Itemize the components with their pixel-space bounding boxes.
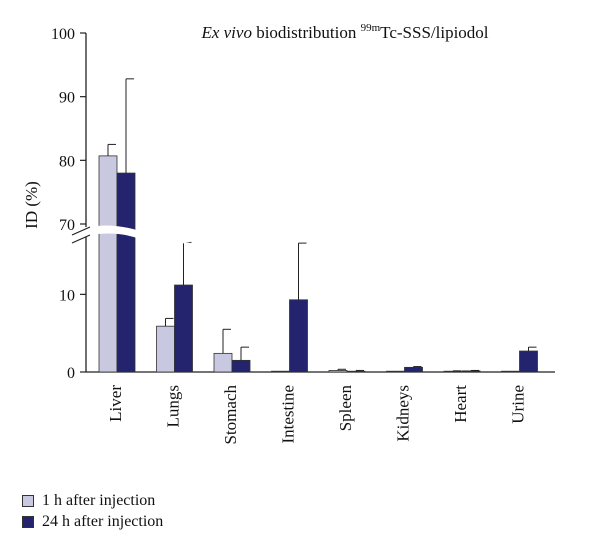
x-tick-label: Kidneys xyxy=(394,385,413,442)
chart: Ex vivo biodistribution 99mTc-SSS/lipiod… xyxy=(22,22,555,445)
x-tick-label: Heart xyxy=(451,385,470,423)
bar xyxy=(213,352,233,373)
bar xyxy=(98,155,118,373)
x-tick-label: Spleen xyxy=(336,385,355,432)
y-tick-label: 10 xyxy=(59,287,75,304)
legend-swatch-24h xyxy=(22,515,34,528)
x-tick-label: Intestine xyxy=(279,385,298,444)
x-tick-label: Liver xyxy=(106,385,125,422)
y-tick-label: 90 xyxy=(59,90,75,107)
bar xyxy=(289,299,308,373)
bar xyxy=(174,284,193,373)
bar xyxy=(404,366,423,373)
bar xyxy=(386,370,405,373)
chart-title: Ex vivo biodistribution 99mTc-SSS/lipiod… xyxy=(200,22,488,42)
bar xyxy=(156,325,175,373)
legend-swatch-1h xyxy=(22,494,34,507)
y-tick-label: 70 xyxy=(59,217,75,234)
y-tick-label: 0 xyxy=(67,365,75,382)
legend-label-24h: 24 h after injection xyxy=(42,512,164,530)
plot-area: 70 80 90 100 0 10 Liver Lungs Stomach Intestine Sp… xyxy=(51,26,555,445)
y-axis-label: ID (%) xyxy=(22,181,41,229)
axis-break-band xyxy=(72,225,200,245)
bar xyxy=(116,172,136,373)
axis-break-mark xyxy=(71,234,91,244)
bar xyxy=(346,370,366,373)
bar xyxy=(461,370,481,373)
bar xyxy=(271,370,290,373)
legend: 1 h after injection 24 h after injection xyxy=(22,490,163,532)
bar xyxy=(501,370,520,373)
bar xyxy=(519,350,538,373)
legend-item-1h: 1 h after injection xyxy=(22,490,163,511)
x-tick-label: Stomach xyxy=(221,385,240,445)
x-tick-label: Urine xyxy=(509,385,528,424)
legend-label-1h: 1 h after injection xyxy=(42,491,156,509)
x-tick-label: Lungs xyxy=(164,385,183,428)
y-tick-label: 80 xyxy=(59,153,75,170)
legend-item-24h: 24 h after injection xyxy=(22,511,163,532)
bar xyxy=(231,359,251,373)
y-tick-label: 100 xyxy=(51,26,75,43)
bar xyxy=(328,370,348,373)
axis-break-mark xyxy=(71,226,91,236)
